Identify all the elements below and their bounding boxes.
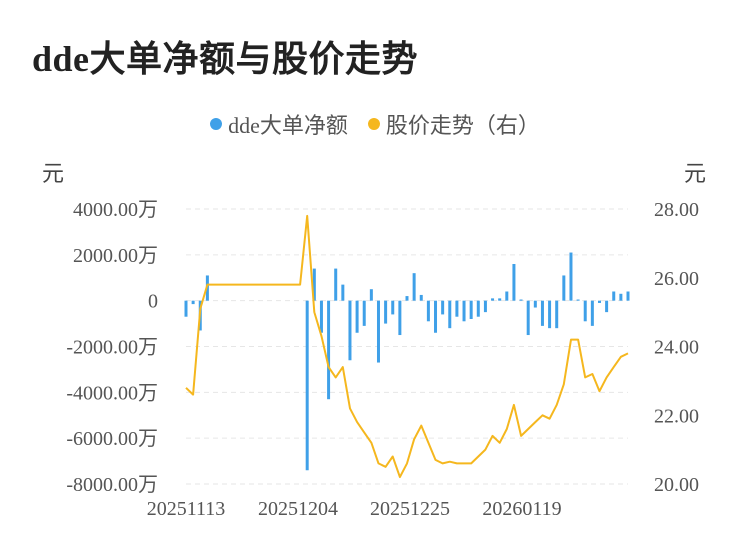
dde-bar xyxy=(569,252,573,301)
dde-bar xyxy=(462,300,466,322)
dde-bar xyxy=(612,291,616,301)
x-tick-label: 20251113 xyxy=(147,498,226,520)
dde-bar xyxy=(398,300,402,336)
dde-bar xyxy=(583,300,587,322)
left-axis-unit: 元 xyxy=(42,161,65,186)
dde-bar xyxy=(412,273,416,301)
right-tick-label: 28.00 xyxy=(654,199,699,221)
dde-bar xyxy=(491,298,495,301)
dde-bar xyxy=(419,294,423,301)
dde-bar xyxy=(327,300,331,400)
right-tick-label: 26.00 xyxy=(654,268,699,290)
dde-bar xyxy=(590,300,594,326)
dde-bar xyxy=(362,300,366,326)
left-tick-label: -6000.00万 xyxy=(66,428,158,450)
dde-bar xyxy=(519,299,523,301)
right-tick-label: 22.00 xyxy=(654,405,699,427)
legend-label-dde: dde大单净额 xyxy=(228,113,348,138)
dde-bar xyxy=(533,300,537,308)
right-tick-label: 24.00 xyxy=(654,337,699,359)
legend-dot-dde xyxy=(210,118,223,130)
right-axis-unit: 元 xyxy=(684,161,707,186)
dde-bar xyxy=(319,300,323,333)
left-tick-label: 2000.00万 xyxy=(73,245,158,267)
legend-item-price[interactable]: 股价走势（右） xyxy=(367,108,540,140)
dde-bar xyxy=(312,268,316,301)
dde-bar xyxy=(191,300,195,305)
dde-bar xyxy=(434,300,438,333)
x-tick-label: 20260119 xyxy=(482,498,561,520)
dde-bar xyxy=(505,291,509,301)
dde-bar xyxy=(384,300,388,324)
dde-bar xyxy=(355,300,359,333)
chart-title: dde大单净额与股价走势 xyxy=(32,39,419,79)
dde-bar xyxy=(376,300,380,363)
legend-item-dde[interactable]: dde大单净额 xyxy=(210,108,348,140)
dde-bar xyxy=(576,299,580,301)
dde-bar xyxy=(526,300,530,336)
legend: dde大单净额 股价走势（右） xyxy=(0,108,750,140)
left-tick-label: 0 xyxy=(148,291,158,313)
dde-bar xyxy=(476,300,480,317)
dde-bar xyxy=(391,300,395,315)
dde-bar xyxy=(512,264,516,301)
dde-bar xyxy=(455,300,459,317)
dde-bar xyxy=(498,298,502,301)
left-tick-label: -4000.00万 xyxy=(66,382,158,404)
price-line xyxy=(185,214,629,479)
dde-bar xyxy=(619,293,623,301)
dde-bar xyxy=(562,275,566,301)
dde-bar xyxy=(448,300,452,329)
dde-bar xyxy=(334,268,338,301)
dde-bar xyxy=(548,300,552,329)
dde-bar xyxy=(184,300,188,317)
x-tick-label: 20251225 xyxy=(370,498,450,520)
dde-bar xyxy=(305,300,309,471)
dde-bar xyxy=(469,300,473,319)
dde-bar xyxy=(348,300,352,361)
left-tick-label: -2000.00万 xyxy=(66,337,158,359)
dde-bar xyxy=(341,284,345,301)
left-tick-label: -8000.00万 xyxy=(66,474,158,496)
x-tick-label: 20251204 xyxy=(258,498,338,520)
dde-bar xyxy=(605,300,609,313)
dde-bar xyxy=(369,289,373,301)
legend-dot-price xyxy=(367,118,380,130)
dde-bar xyxy=(426,300,430,322)
dde-bar xyxy=(597,300,601,303)
dde-bar xyxy=(555,300,559,329)
right-tick-label: 20.00 xyxy=(654,474,699,496)
dde-bar xyxy=(626,291,630,301)
legend-label-price: 股价走势（右） xyxy=(385,113,540,138)
dde-bar xyxy=(540,300,544,326)
dde-bar xyxy=(483,300,487,313)
left-tick-label: 4000.00万 xyxy=(73,199,158,221)
dde-bar xyxy=(405,296,409,301)
dde-bar xyxy=(441,300,445,315)
